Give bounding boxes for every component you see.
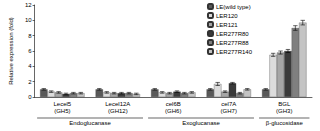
svg-text:2: 2 bbox=[28, 79, 32, 85]
svg-text:LER120: LER120 bbox=[216, 13, 238, 19]
svg-text:LER121: LER121 bbox=[216, 22, 238, 28]
svg-text:Relative expression (fold): Relative expression (fold) bbox=[8, 17, 14, 85]
svg-text:Endoglucanase: Endoglucanase bbox=[69, 120, 111, 126]
svg-text:Lecel12A: Lecel12A bbox=[105, 101, 130, 107]
svg-text:6: 6 bbox=[28, 48, 32, 54]
svg-text:LER277R80: LER277R80 bbox=[216, 31, 249, 37]
svg-text:(GH12): (GH12) bbox=[108, 108, 128, 114]
svg-text:(GH7): (GH7) bbox=[221, 108, 237, 114]
svg-text:β-glucosidase: β-glucosidase bbox=[266, 120, 304, 126]
svg-text:(GH3): (GH3) bbox=[276, 108, 292, 114]
svg-text:4: 4 bbox=[28, 63, 32, 69]
svg-text:LER277R140: LER277R140 bbox=[216, 49, 253, 55]
svg-text:Exoglucanase: Exoglucanase bbox=[182, 120, 220, 126]
svg-text:0: 0 bbox=[28, 94, 32, 100]
svg-text:LER277R88: LER277R88 bbox=[216, 40, 249, 46]
svg-text:LE(wild type): LE(wild type) bbox=[216, 4, 251, 10]
svg-text:(GH6): (GH6) bbox=[165, 108, 181, 114]
svg-text:8: 8 bbox=[28, 33, 32, 39]
svg-text:12: 12 bbox=[25, 2, 32, 8]
svg-text:(GH5): (GH5) bbox=[54, 108, 70, 114]
svg-text:10: 10 bbox=[25, 17, 32, 23]
svg-text:Lecel5: Lecel5 bbox=[53, 101, 71, 107]
svg-text:BGL: BGL bbox=[278, 101, 291, 107]
svg-text:cel7A: cel7A bbox=[221, 101, 236, 107]
svg-text:cel6B: cel6B bbox=[166, 101, 181, 107]
